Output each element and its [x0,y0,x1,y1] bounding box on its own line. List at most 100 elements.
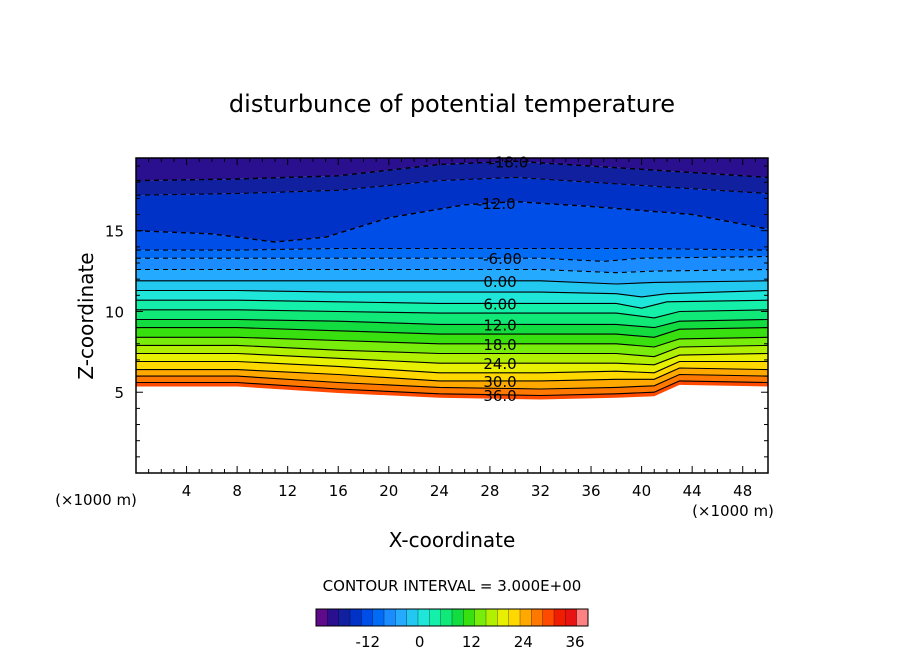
contour-line [136,336,768,348]
x-tick-label: 16 [329,482,348,500]
x-tick-label: 8 [232,482,242,500]
x-tick-label: 36 [581,482,600,500]
contour-line [136,352,768,366]
colorbar-swatch [520,609,532,626]
x-unit-label-left: (×1000 m) [55,491,137,509]
contour-label: 36.0 [483,387,516,405]
contour-interval-text: CONTOUR INTERVAL = 3.000E+00 [323,577,582,595]
fill-band [136,177,768,242]
x-tick-label: 40 [632,482,651,500]
y-tick-label: 10 [105,303,124,321]
contour-line [136,289,768,298]
colorbar-tick-label: 0 [415,633,425,651]
fill-band [136,361,768,381]
colorbar-swatch [554,609,566,626]
contour-label: 18.0 [483,336,516,354]
contour-line [136,247,768,251]
contour-label: -18.0 [489,154,528,172]
x-tick-labels: 4 8 12 16 20 24 28 32 36 40 44 48 [182,482,752,500]
contour-label: 12.0 [483,316,516,334]
x-tick-label: 24 [430,482,449,500]
contour-line [136,327,768,338]
colorbar-swatch [350,609,362,626]
x-tick-label: 20 [379,482,398,500]
contour-label: 24.0 [483,355,516,373]
colorbar [316,609,589,626]
contour-lines [136,160,768,397]
contour-label: -12.0 [477,195,516,213]
colorbar-swatch [531,609,544,626]
y-axis-label: Z-coordinate [74,252,98,379]
contour-line [136,299,768,309]
colorbar-swatch [361,609,374,626]
fill-band [136,300,768,318]
colorbar-swatch [508,609,521,626]
colorbar-swatch [327,609,340,626]
colorbar-frame [315,608,589,627]
axis-ticks [136,158,768,473]
chart-title: disturbunce of potential temperature [229,90,675,118]
contour-line [136,360,768,374]
colorbar-swatch [406,609,419,626]
colorbar-tick-label: 12 [462,633,481,651]
contour-line [136,255,768,262]
colorbar-swatch [565,609,578,626]
contour-line [136,268,768,274]
fill-band [136,256,768,273]
fill-band [136,327,768,347]
fill-band [136,368,768,389]
contour-label: 6.00 [483,295,516,313]
colorbar-swatch [316,609,328,626]
x-tick-label: 28 [480,482,499,500]
contour-line [136,280,768,285]
fill-band [136,161,768,196]
fill-band [136,353,768,373]
colorbar-swatch [338,609,351,626]
y-tick-label: 15 [105,223,124,241]
fill-band [136,309,768,328]
colorbar-swatch [395,609,408,626]
fill-band [136,290,768,309]
fill-band [136,280,768,297]
colorbar-swatch [576,609,589,626]
contour-line [136,160,768,182]
contour-line [136,318,768,329]
x-axis-label: X-coordinate [389,528,516,552]
contour-line [136,380,768,397]
y-tick-labels: 5 10 15 [105,223,124,403]
colorbar-swatch [429,609,442,626]
colorbar-tick-label: -12 [356,633,381,651]
fill-band [136,158,768,181]
fill-band [136,201,768,251]
contour-label: 30.0 [483,373,516,391]
colorbar-tick-label: 24 [514,633,533,651]
fill-band [136,345,768,365]
colorbar-swatch [542,609,555,626]
x-tick-label: 44 [683,482,702,500]
fill-band [136,319,768,338]
y-tick-label: 5 [114,384,124,402]
colorbar-swatch [463,609,476,626]
fill-band [136,380,768,400]
colorbar-swatch [418,609,430,626]
contour-line [136,373,768,390]
colorbar-swatch [384,609,396,626]
contour-line [136,176,768,196]
contour-line [136,344,768,358]
contour-line [136,309,768,319]
colorbar-swatch [440,609,453,626]
contour-line [136,367,768,382]
colorbar-swatch [474,609,487,626]
colorbar-swatch [372,609,385,626]
colorbar-tick-labels: -12 0 12 24 36 [356,633,585,651]
colorbar-swatch [486,609,498,626]
contour-label: 0.00 [483,273,516,291]
colorbar-tick-label: 36 [566,633,585,651]
x-unit-label-right: (×1000 m) [692,502,774,520]
x-tick-label: 12 [278,482,297,500]
colorbar-swatch [452,609,464,626]
x-tick-label: 4 [182,482,192,500]
x-tick-label: 48 [733,482,752,500]
fill-band [136,337,768,357]
